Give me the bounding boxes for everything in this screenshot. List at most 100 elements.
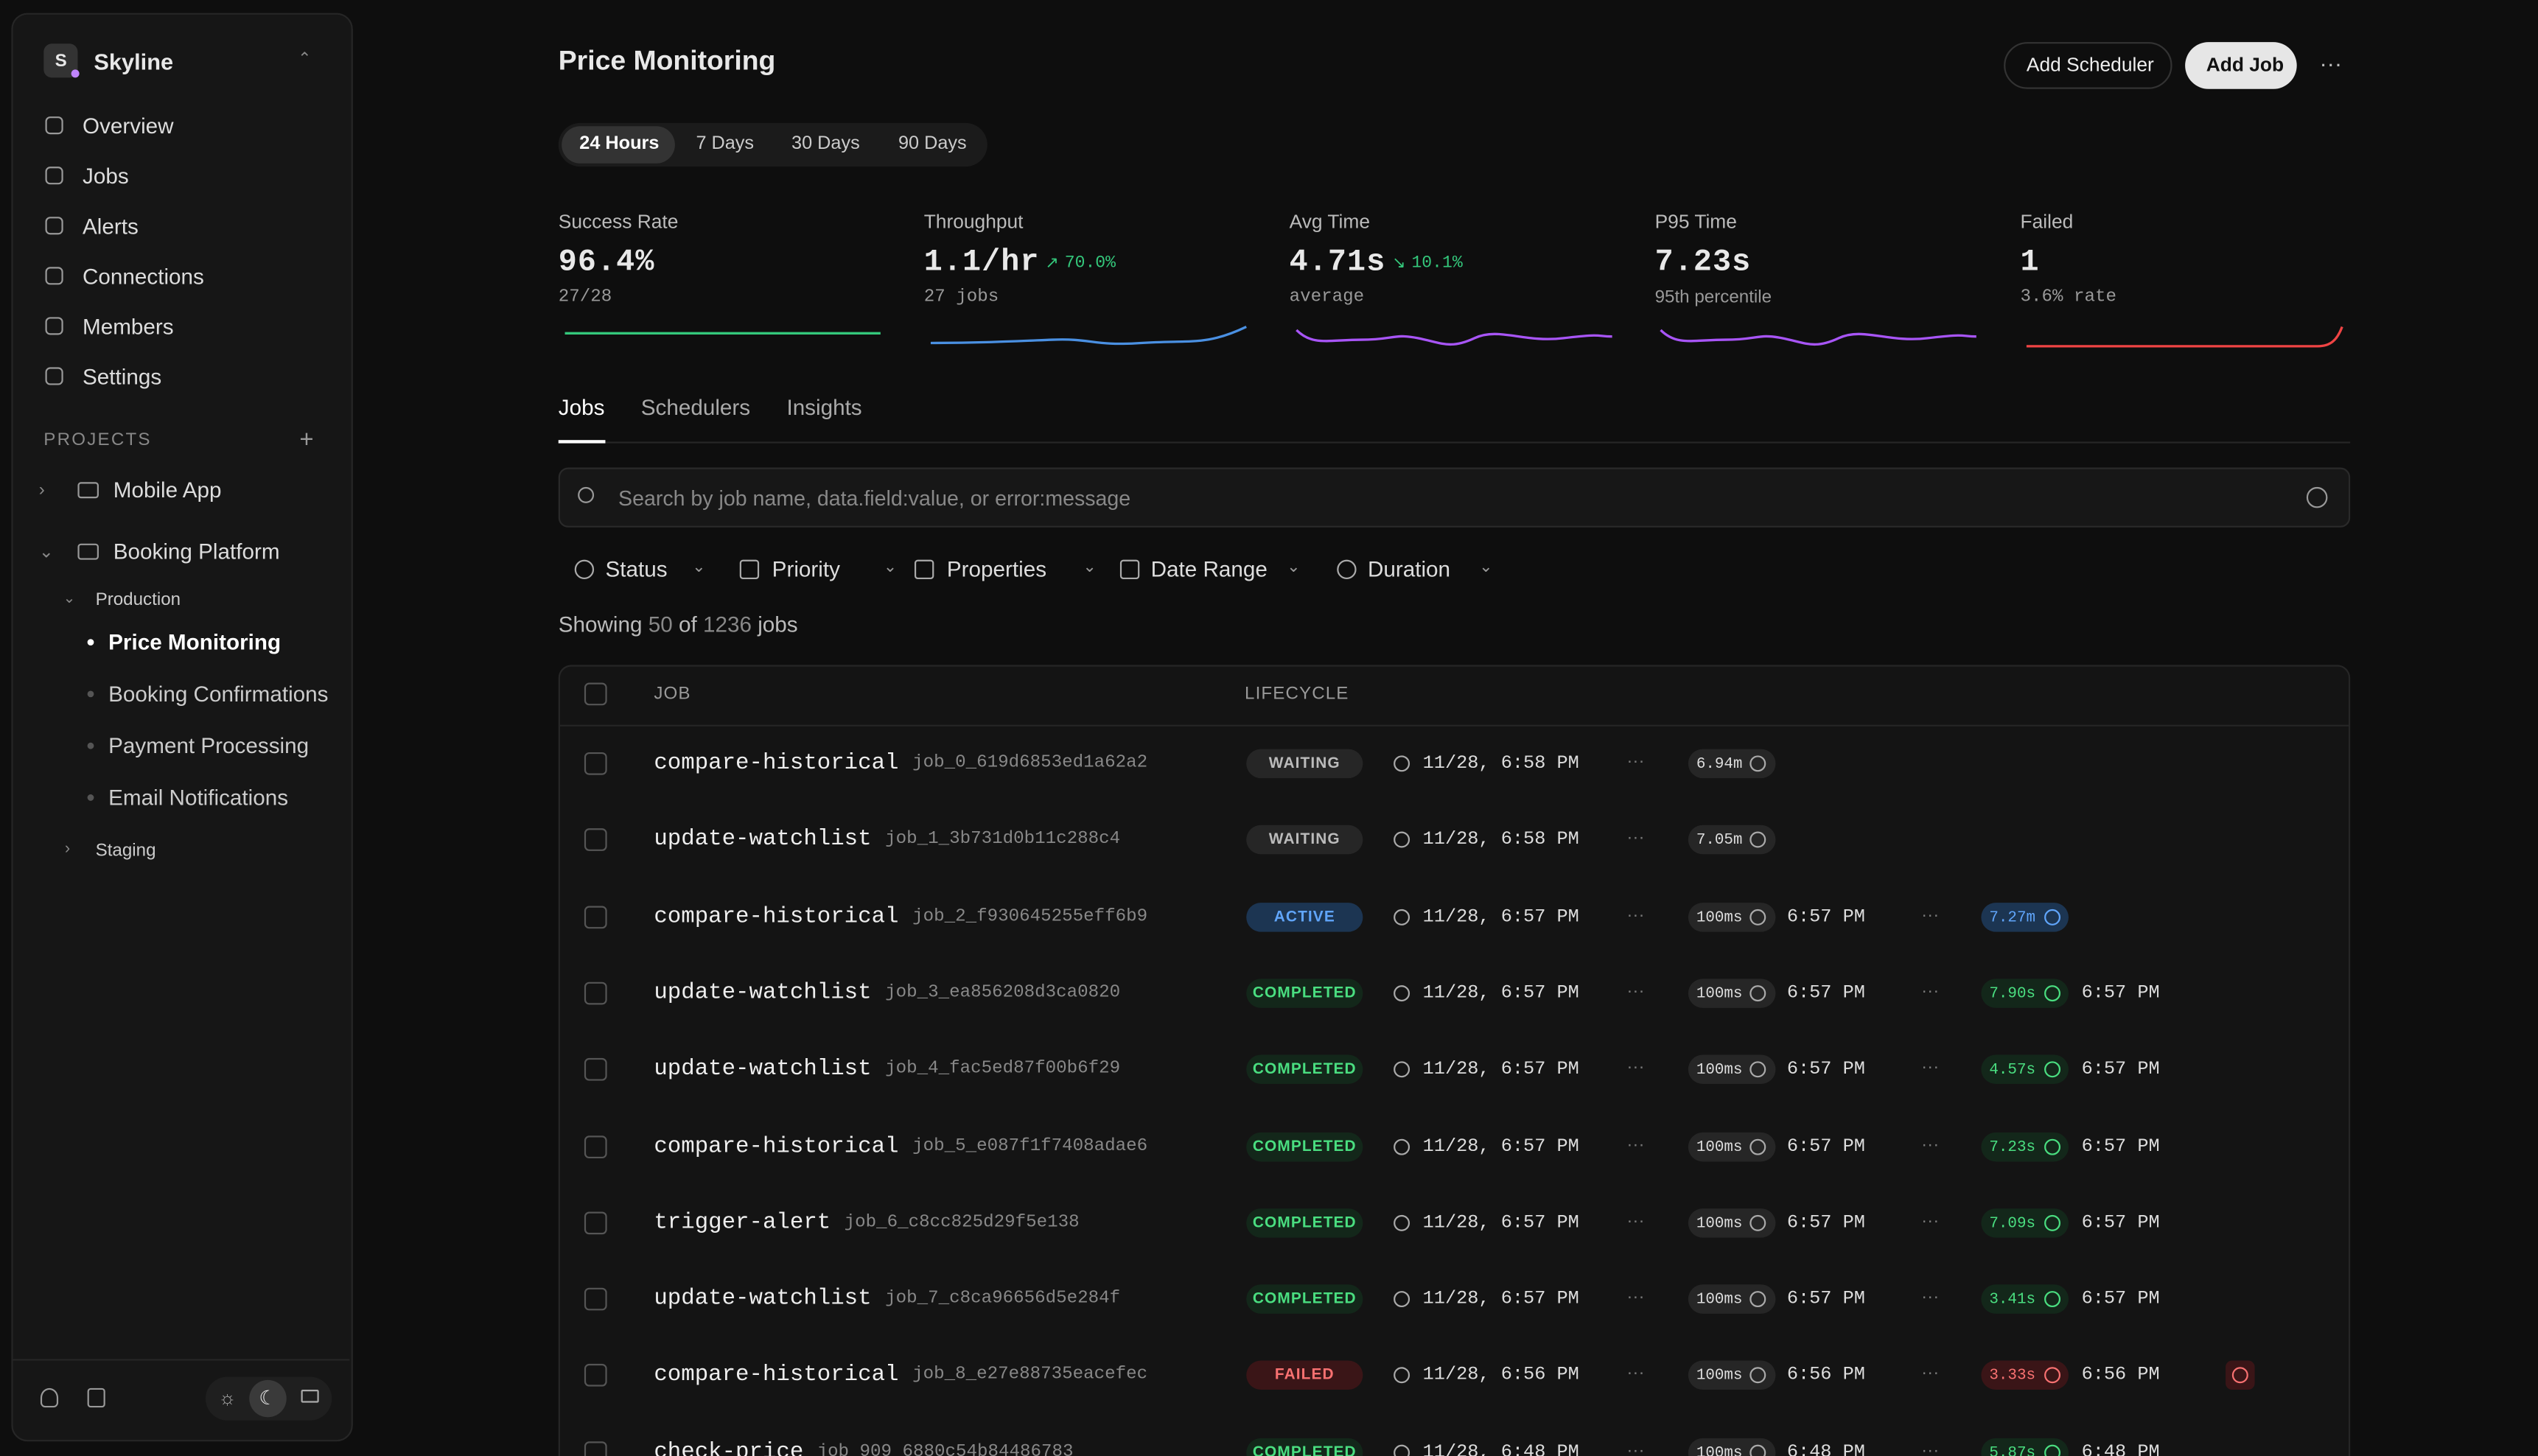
connector: ··· — [1626, 981, 1645, 1001]
nav-item[interactable]: Connections — [83, 264, 204, 289]
project-item[interactable]: Booking Confirmations — [108, 682, 329, 707]
add-project[interactable]: + — [299, 426, 314, 454]
search-placeholder[interactable]: Search by job name, data.field:value, or… — [618, 486, 1131, 511]
job-name[interactable]: check-price — [654, 1439, 804, 1456]
connector: ··· — [1626, 1364, 1645, 1385]
project[interactable]: Mobile App — [113, 477, 222, 503]
project-item[interactable]: Payment Processing — [108, 733, 310, 758]
wait-icon — [1749, 1138, 1766, 1155]
search-box[interactable] — [558, 467, 2351, 528]
wait-time: 100ms — [1696, 1443, 1743, 1456]
clock-icon — [1394, 1291, 1410, 1308]
filter[interactable]: Duration — [1367, 557, 1451, 582]
filter[interactable]: Date Range — [1150, 557, 1268, 582]
finished-time: 6:57 PM — [2081, 1212, 2160, 1233]
filter-icon — [739, 559, 760, 580]
started-time: 6:57 PM — [1786, 1135, 1865, 1157]
duration-icon — [2044, 1061, 2061, 1078]
logout-icon[interactable] — [87, 1387, 105, 1408]
help-icon[interactable] — [2306, 486, 2328, 508]
range-option[interactable]: 90 Days — [898, 134, 967, 154]
job-name[interactable]: update-watchlist — [654, 980, 872, 1007]
nav-item[interactable]: Alerts — [83, 214, 139, 239]
workspace-switch[interactable]: ⌃ — [298, 51, 312, 69]
nav-item[interactable]: Overview — [83, 113, 174, 139]
range-option[interactable]: 7 Days — [696, 134, 755, 154]
column-header: LIFECYCLE — [1245, 684, 1349, 704]
checkbox[interactable] — [584, 1364, 607, 1387]
environment[interactable]: Staging — [95, 841, 156, 861]
finished-time: 6:48 PM — [2081, 1441, 2160, 1456]
project[interactable]: Booking Platform — [113, 539, 280, 564]
checkbox[interactable] — [584, 828, 607, 852]
chevron: › — [64, 840, 71, 858]
job-name[interactable]: update-watchlist — [654, 1057, 872, 1083]
status-label: WAITING — [1268, 831, 1340, 850]
checkbox[interactable] — [584, 981, 607, 1005]
nav-item[interactable]: Members — [83, 315, 174, 339]
range-option[interactable]: 30 Days — [791, 134, 860, 154]
checkbox[interactable] — [584, 1058, 607, 1082]
wait-time: 100ms — [1696, 1290, 1743, 1309]
filter-caret[interactable]: ⌄ — [1287, 559, 1301, 577]
theme-system[interactable] — [301, 1390, 319, 1403]
sparkline-path — [930, 326, 1247, 346]
sparkline — [1295, 329, 1612, 346]
nav-item[interactable]: Jobs — [83, 164, 129, 189]
filter[interactable]: Status — [605, 557, 668, 582]
filter-caret[interactable]: ⌄ — [692, 559, 706, 577]
wait-time: 6.94m — [1696, 755, 1743, 773]
wait-icon — [1749, 1291, 1766, 1308]
nav-icon — [45, 317, 63, 335]
button-label[interactable]: Add Scheduler — [2026, 53, 2154, 77]
project-item[interactable]: Email Notifications — [108, 785, 289, 810]
checkbox[interactable] — [584, 1287, 607, 1311]
job-name[interactable]: trigger-alert — [654, 1209, 831, 1236]
clock-icon — [1394, 909, 1410, 925]
nav-item[interactable]: Settings — [83, 365, 162, 390]
environment[interactable]: Production — [95, 590, 181, 610]
job-name[interactable]: compare-historical — [654, 1133, 899, 1160]
job-name[interactable]: update-watchlist — [654, 827, 872, 853]
duration-icon — [2044, 1368, 2061, 1385]
job-name[interactable]: update-watchlist — [654, 1286, 872, 1312]
workspace-name[interactable]: Skyline — [94, 48, 174, 74]
checkbox[interactable] — [584, 1441, 607, 1456]
checkbox[interactable] — [584, 1211, 607, 1234]
status-badge — [1246, 1361, 1363, 1390]
job-name[interactable]: compare-historical — [654, 1362, 899, 1389]
theme-dark[interactable]: ☾ — [259, 1386, 277, 1410]
checkbox[interactable] — [584, 905, 607, 928]
bullet — [87, 690, 94, 698]
range-active[interactable] — [562, 126, 675, 164]
status-label: COMPLETED — [1252, 1060, 1357, 1079]
created-time: 11/28, 6:57 PM — [1422, 1059, 1579, 1080]
add-job-button[interactable] — [2185, 42, 2297, 89]
filter[interactable]: Properties — [946, 557, 1047, 582]
tab[interactable]: Schedulers — [640, 395, 751, 420]
filter[interactable]: Priority — [772, 557, 840, 582]
add-scheduler-button[interactable] — [2004, 42, 2172, 89]
stat-label: Failed — [2020, 210, 2074, 234]
more-menu[interactable]: ··· — [2319, 50, 2343, 77]
checkbox[interactable] — [584, 1135, 607, 1158]
checkbox[interactable] — [584, 752, 607, 775]
theme-active[interactable] — [249, 1379, 287, 1418]
button-label[interactable]: Add Job — [2206, 53, 2284, 77]
filter-caret[interactable]: ⌄ — [883, 559, 898, 577]
tab[interactable]: Insights — [786, 395, 862, 420]
filter-caret[interactable]: ⌄ — [1083, 559, 1097, 577]
filter-caret[interactable]: ⌄ — [1479, 559, 1493, 577]
created-time: 11/28, 6:57 PM — [1422, 1212, 1579, 1233]
wait-time: 100ms — [1696, 1367, 1743, 1385]
theme-light[interactable]: ☼ — [218, 1386, 237, 1410]
tab[interactable]: Jobs — [558, 395, 605, 420]
job-name[interactable]: compare-historical — [654, 903, 899, 930]
job-name[interactable]: compare-historical — [654, 750, 899, 777]
project-item[interactable]: Price Monitoring — [108, 630, 282, 655]
range-option[interactable]: 24 Hours — [579, 134, 660, 154]
finished-time: 6:56 PM — [2081, 1365, 2160, 1387]
checkbox[interactable] — [584, 682, 607, 706]
user-icon[interactable] — [40, 1387, 59, 1408]
wait-time: 100ms — [1696, 1214, 1743, 1232]
